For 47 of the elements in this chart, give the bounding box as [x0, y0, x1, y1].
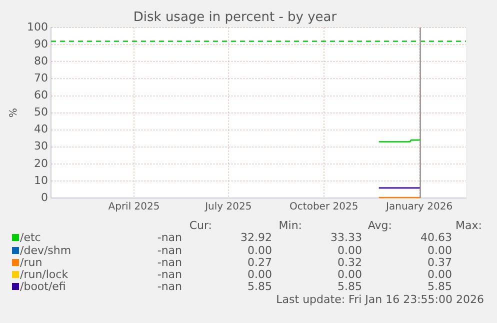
legend-label: /run: [19, 256, 44, 270]
text: -nan: [156, 268, 182, 282]
x-tick-label: January 2026: [385, 202, 453, 213]
legend-label: /dev/shm: [19, 244, 72, 257]
text: -nan: [156, 231, 182, 245]
text: -nan: [156, 280, 182, 294]
text: 40.63: [420, 231, 452, 245]
text: 0.00: [336, 268, 362, 282]
chart-title: Disk usage in percent - by year: [133, 10, 338, 26]
text: 0.00: [246, 268, 272, 282]
y-tick-label: 20: [34, 156, 48, 170]
text: -nan: [156, 244, 182, 257]
text: Max:: [454, 219, 482, 232]
text: 5.85: [246, 280, 272, 294]
y-tick-label: 40: [34, 122, 48, 136]
y-tick-label: 70: [34, 72, 48, 85]
text: 0.00: [246, 244, 272, 257]
legend-label: /run/lock: [19, 268, 70, 282]
y-tick-label: 100: [26, 20, 48, 34]
y-tick-label: 80: [34, 54, 48, 68]
legend-label: /etc: [19, 231, 42, 245]
text: -nan: [156, 256, 182, 270]
text: Min:: [278, 219, 302, 232]
text: 5.85: [336, 280, 362, 294]
y-tick-label: 60: [34, 88, 48, 102]
text: 0.00: [336, 244, 362, 257]
text: 33.33: [330, 231, 362, 245]
text: 0.00: [426, 268, 452, 282]
text: 0.27: [246, 256, 272, 270]
y-axis-title: %: [8, 108, 20, 118]
text: 0.32: [336, 256, 362, 270]
x-tick-label: April 2025: [108, 202, 160, 213]
y-tick-label: 30: [34, 140, 48, 153]
text: Cur:: [188, 219, 212, 232]
y-tick-label: 10: [34, 174, 48, 187]
text: 0.37: [426, 256, 452, 270]
text: 0.00: [426, 244, 452, 257]
legend-label: /boot/efi: [19, 280, 67, 294]
text: 5.85: [426, 280, 452, 294]
y-tick-label: 50: [34, 106, 48, 119]
x-tick-label: October 2025: [290, 202, 358, 213]
y-tick-label: 0: [40, 190, 48, 204]
text: Avg:: [366, 219, 392, 232]
text: 32.92: [240, 231, 272, 245]
y-tick-label: 90: [34, 38, 48, 50]
text: Last update: Fri Jan 16 23:55:00 2026: [275, 292, 484, 306]
x-tick-label: July 2025: [204, 202, 252, 213]
